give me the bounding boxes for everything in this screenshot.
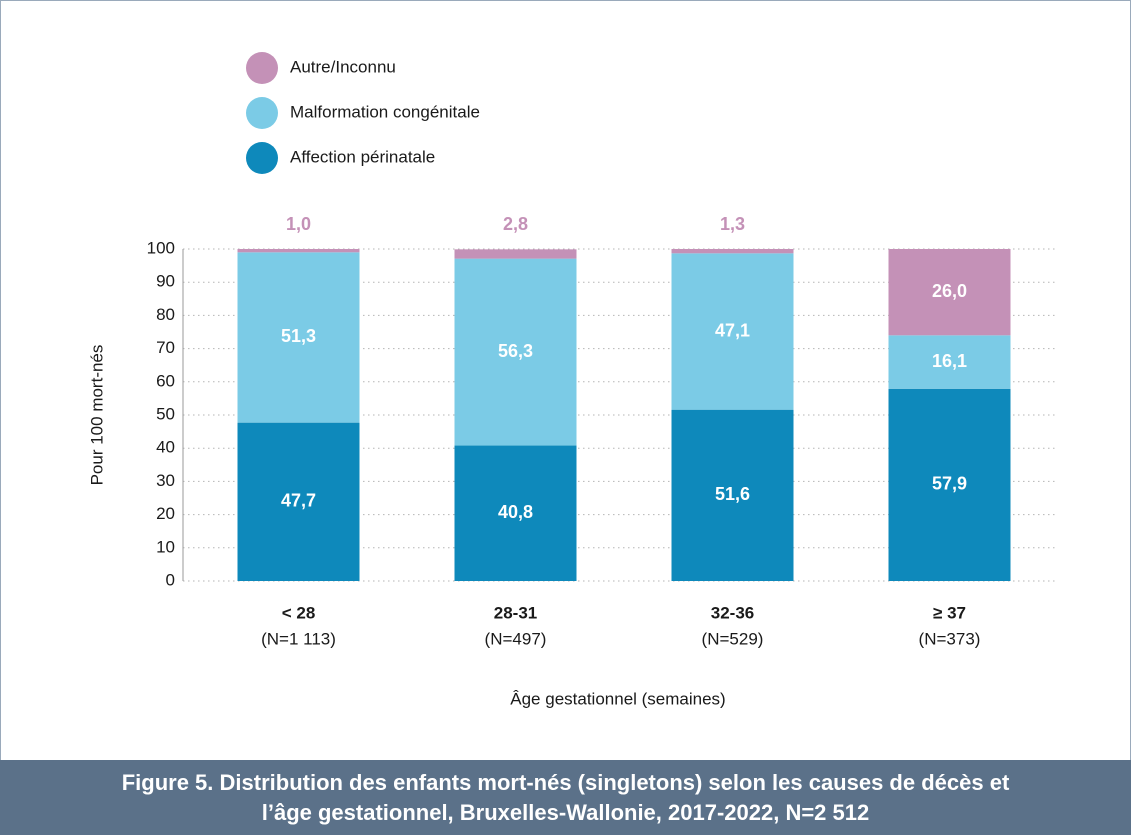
bar-segment	[237, 249, 360, 253]
bar-segment	[454, 445, 577, 581]
value-label: 51,3	[281, 326, 316, 346]
bar-segment	[671, 253, 794, 410]
legend-label: Malformation congénitale	[290, 102, 480, 121]
x-tick-sublabel: (N=373)	[919, 629, 981, 648]
bar-segment	[888, 335, 1011, 389]
y-tick-label: 10	[156, 537, 175, 556]
y-axis-label: Pour 100 mort-nés	[87, 345, 106, 486]
y-tick-label: 90	[156, 272, 175, 291]
value-label: 40,8	[498, 502, 533, 522]
bar-segment	[888, 249, 1011, 336]
y-tick-label: 40	[156, 438, 175, 457]
legend-swatch	[246, 142, 278, 174]
chart-title: Figure 5. Distribution des enfants mort-…	[0, 760, 1131, 835]
legend-swatch	[246, 97, 278, 129]
bar-segment	[237, 252, 360, 423]
legend-label: Autre/Inconnu	[290, 57, 396, 76]
x-tick-sublabel: (N=1 113)	[261, 629, 336, 648]
value-label: 47,1	[715, 320, 750, 340]
legend-swatch	[246, 52, 278, 84]
x-axis-label: Âge gestationnel (semaines)	[510, 689, 725, 708]
y-tick-label: 60	[156, 371, 175, 390]
x-tick-sublabel: (N=497)	[485, 629, 547, 648]
x-tick-label: 32-36	[711, 603, 754, 622]
value-label: 56,3	[498, 341, 533, 361]
value-label: 57,9	[932, 474, 967, 494]
value-label: 26,0	[932, 281, 967, 301]
x-tick-label: < 28	[282, 603, 316, 622]
y-tick-label: 30	[156, 471, 175, 490]
bar-segment	[888, 388, 1011, 581]
value-label: 16,1	[932, 351, 967, 371]
y-tick-label: 50	[156, 404, 175, 423]
y-tick-label: 0	[166, 570, 175, 589]
legend-label: Affection périnatale	[290, 147, 435, 166]
y-tick-label: 70	[156, 338, 175, 357]
x-tick-sublabel: (N=529)	[702, 629, 764, 648]
bar-segment	[454, 258, 577, 446]
value-label: 1,0	[286, 214, 311, 234]
y-tick-label: 20	[156, 504, 175, 523]
value-label: 2,8	[503, 214, 528, 234]
x-tick-label: 28-31	[494, 603, 537, 622]
x-tick-label: ≥ 37	[933, 603, 966, 622]
value-label: 47,7	[281, 491, 316, 511]
chart: 0 10 20 30 40 50 60 70 80 90 100 Pour 100 mort-nés Â…	[87, 52, 1058, 708]
bar-segment	[671, 409, 794, 581]
y-tick-label: 100	[147, 238, 175, 257]
bar-segment	[237, 422, 360, 581]
y-tick-label: 80	[156, 305, 175, 324]
value-label: 1,3	[720, 214, 745, 234]
bar-segment	[454, 249, 577, 259]
value-label: 51,6	[715, 484, 750, 504]
bar-segment	[671, 249, 794, 254]
